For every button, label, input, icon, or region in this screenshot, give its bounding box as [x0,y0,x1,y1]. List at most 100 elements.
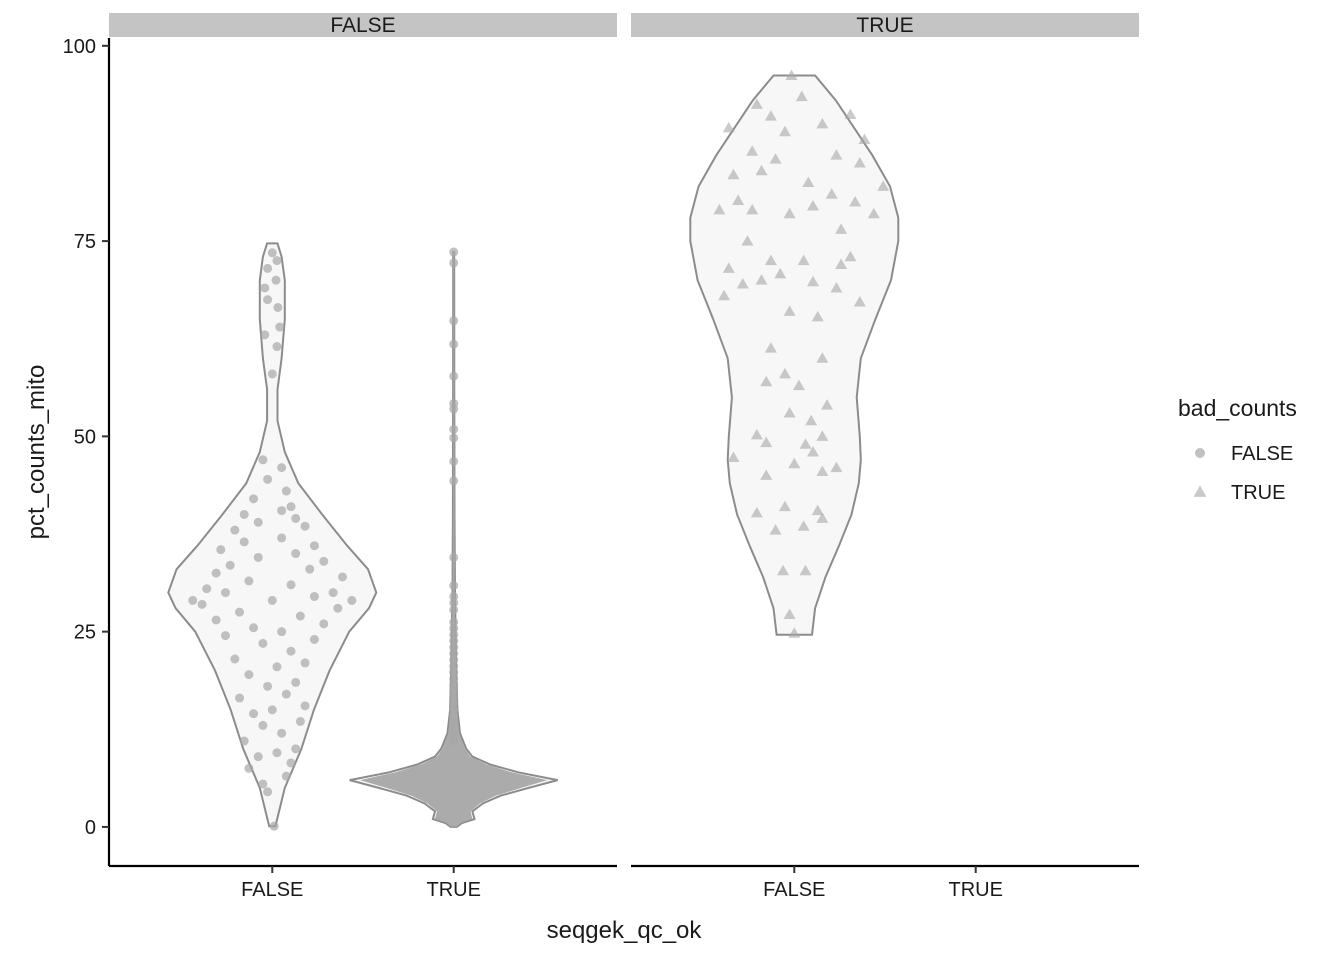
y-tick-label: 100 [63,36,96,58]
data-point-circle [267,248,277,258]
data-point-circle [291,677,301,687]
data-point-circle [281,689,291,699]
data-point-circle [449,630,459,640]
data-point-triangle [816,465,829,477]
y-axis-title: pct_counts_mito [23,365,50,540]
data-point-triangle [792,379,805,391]
facet-strip [631,13,1139,37]
data-point-triangle [760,469,773,480]
data-point-circle [449,258,459,268]
data-point-circle [291,549,301,559]
data-point-circle [449,724,459,734]
data-point-triangle [764,110,777,121]
data-point-circle [291,744,301,754]
data-point-circle [286,758,296,768]
data-point-triangle [774,267,787,279]
data-point-triangle [811,504,824,516]
data-point-circle [258,638,268,648]
y-tick-label: 25 [74,622,96,644]
data-point-circle [337,572,347,582]
data-point-circle [260,283,270,293]
facet-strip-label: TRUE [856,14,913,37]
data-point-circle [449,592,459,602]
data-point-circle [263,295,273,305]
data-point-circle [244,763,254,773]
data-point-triangle [807,275,820,287]
data-point-triangle [797,254,810,266]
y-tick-label: 75 [74,231,96,253]
data-point-triangle [727,168,740,180]
data-point-circle [258,779,268,789]
data-point-circle [244,670,254,680]
y-tick-label: 50 [74,426,96,448]
data-point-circle [347,595,357,605]
data-point-circle [449,686,459,696]
data-point-circle [249,494,259,504]
data-point-triangle [844,250,857,262]
x-axis-title: seqgek_qc_ok [547,917,703,944]
data-point-triangle [816,352,829,363]
data-point-triangle [797,520,810,531]
data-point-circle [230,654,240,664]
data-point-circle [275,322,285,332]
data-point-circle [449,424,459,434]
violin-shape [167,242,378,828]
data-point-triangle [722,121,735,133]
data-point-triangle [769,153,782,164]
data-point-circle [449,624,459,634]
data-point-circle [295,716,305,726]
data-point-circle [449,476,459,486]
x-tick-label: FALSE [241,879,303,901]
data-point-triangle [830,281,843,293]
data-point-circle [263,681,273,691]
legend-key-triangle [1193,485,1207,497]
data-point-circle [449,730,459,740]
data-point-circle [277,463,287,473]
data-point-circle [281,486,291,496]
data-point-circle [235,607,245,617]
data-point-circle [249,709,259,719]
data-point-triangle [816,117,829,129]
data-point-circle [286,646,296,656]
data-point-circle [300,701,310,711]
data-point-triangle [760,436,773,448]
data-point-circle [286,502,296,512]
violin-shape [689,74,900,636]
data-point-triangle [795,90,808,102]
data-point-circle [272,342,282,352]
data-point-triangle [853,156,866,168]
data-point-circle [449,717,459,727]
x-tick-label: TRUE [948,879,1002,901]
data-point-triangle [783,305,796,316]
data-point-circle [260,330,270,340]
data-point-triangle [830,149,843,160]
data-point-triangle [713,203,726,215]
data-point-triangle [764,254,777,266]
data-point-circle [277,506,287,516]
data-point-triangle [750,98,763,109]
x-tick-label: FALSE [763,879,825,901]
data-point-triangle [760,375,773,387]
data-point-triangle [788,627,801,638]
data-point-circle [281,771,291,781]
data-point-circle [449,247,459,257]
data-point-triangle [825,188,838,199]
data-point-circle [253,517,263,527]
data-point-triangle [746,145,759,156]
data-point-triangle [816,430,829,441]
data-point-circle [449,705,459,715]
data-point-circle [258,720,268,730]
data-point-triangle [788,457,801,469]
data-point-circle [449,692,459,702]
data-point-circle [449,649,459,659]
data-point-triangle [777,564,790,576]
data-point-circle [449,736,459,746]
data-point-circle [249,623,259,633]
data-point-circle [271,275,281,285]
data-point-triangle [769,524,782,535]
data-point-triangle [755,274,768,285]
data-point-circle [220,588,230,598]
data-point-circle [235,693,245,703]
data-point-circle [449,456,459,466]
data-point-triangle [741,235,754,246]
